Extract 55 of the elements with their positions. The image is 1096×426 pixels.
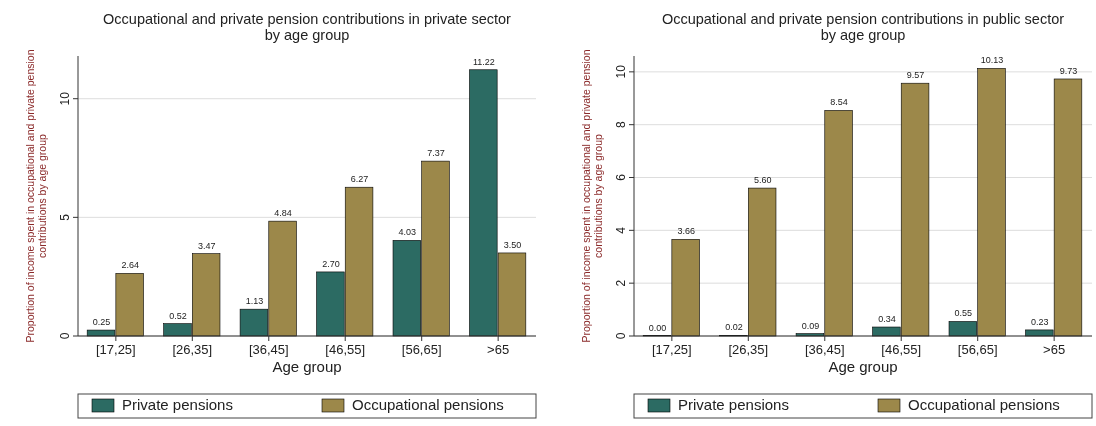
data-label: 3.66 bbox=[677, 226, 695, 237]
chart-title: Occupational and private pension contributions in private sector by age group bbox=[103, 11, 512, 43]
data-label: 9.57 bbox=[906, 70, 925, 81]
data-label: 0.34 bbox=[878, 314, 896, 325]
data-label: 9.73 bbox=[1059, 65, 1078, 76]
data-label: 5.60 bbox=[753, 175, 772, 186]
data-label: 0.25 bbox=[92, 317, 111, 328]
legend-label: Private pensions bbox=[678, 396, 789, 413]
chart-title: Occupational and private pension contributions in public sector by age group bbox=[661, 11, 1065, 43]
x-tick-label: [46,55] bbox=[325, 342, 366, 357]
y-tick-label: 2 bbox=[614, 279, 628, 287]
x-tick-label: [36,45] bbox=[804, 342, 845, 357]
x-tick-label: [17,25] bbox=[95, 342, 136, 357]
data-label: 11.22 bbox=[472, 56, 495, 67]
y-tick-label: 10 bbox=[614, 64, 628, 79]
y-tick-label: 10 bbox=[58, 91, 72, 106]
data-label: 3.50 bbox=[503, 239, 522, 250]
data-label: 0.00 bbox=[648, 323, 667, 333]
x-tick-label: [56,65] bbox=[957, 342, 998, 357]
x-tick-label: >65 bbox=[487, 342, 510, 357]
x-tick-label: [36,45] bbox=[248, 342, 289, 357]
y-axis-title: Proportion of income spent in occupational and private pension contributions by age group bbox=[580, 49, 604, 343]
data-label: 0.02 bbox=[725, 322, 743, 333]
data-label: 7.37 bbox=[427, 148, 445, 159]
y-tick-label: 0 bbox=[58, 332, 72, 340]
data-label: 10.13 bbox=[980, 55, 1004, 66]
y-axis-title: Proportion of income spent in occupational and private pension contributions by age group bbox=[24, 49, 48, 343]
data-label: 8.54 bbox=[830, 97, 848, 108]
data-label: 0.09 bbox=[801, 320, 820, 331]
data-label: 2.64 bbox=[121, 260, 139, 271]
x-tick-label: [26,35] bbox=[172, 342, 213, 357]
data-label: 4.03 bbox=[398, 227, 417, 238]
data-label: 4.84 bbox=[274, 208, 292, 219]
x-tick-label: [26,35] bbox=[728, 342, 769, 357]
data-label: 6.27 bbox=[350, 174, 369, 185]
x-axis-title: Age group bbox=[828, 358, 898, 375]
data-label: 1.13 bbox=[245, 296, 264, 307]
y-tick-label: 6 bbox=[614, 173, 628, 181]
legend-label: Occupational pensions bbox=[908, 396, 1060, 413]
data-label: 0.55 bbox=[954, 308, 973, 319]
data-label: 3.47 bbox=[197, 240, 216, 251]
x-tick-label: >65 bbox=[1043, 342, 1066, 357]
data-label: 0.52 bbox=[169, 310, 187, 321]
legend-label: Occupational pensions bbox=[352, 396, 504, 413]
x-tick-label: [46,55] bbox=[881, 342, 922, 357]
legend-label: Private pensions bbox=[122, 396, 233, 413]
data-label: 2.70 bbox=[322, 258, 340, 269]
y-tick-label: 5 bbox=[58, 213, 72, 221]
x-tick-label: [56,65] bbox=[401, 342, 442, 357]
data-label: 0.23 bbox=[1031, 316, 1049, 327]
y-tick-label: 8 bbox=[614, 121, 628, 129]
y-tick-label: 4 bbox=[614, 226, 628, 234]
x-axis-title: Age group bbox=[272, 358, 342, 375]
y-tick-label: 0 bbox=[614, 332, 628, 340]
x-tick-label: [17,25] bbox=[651, 342, 692, 357]
